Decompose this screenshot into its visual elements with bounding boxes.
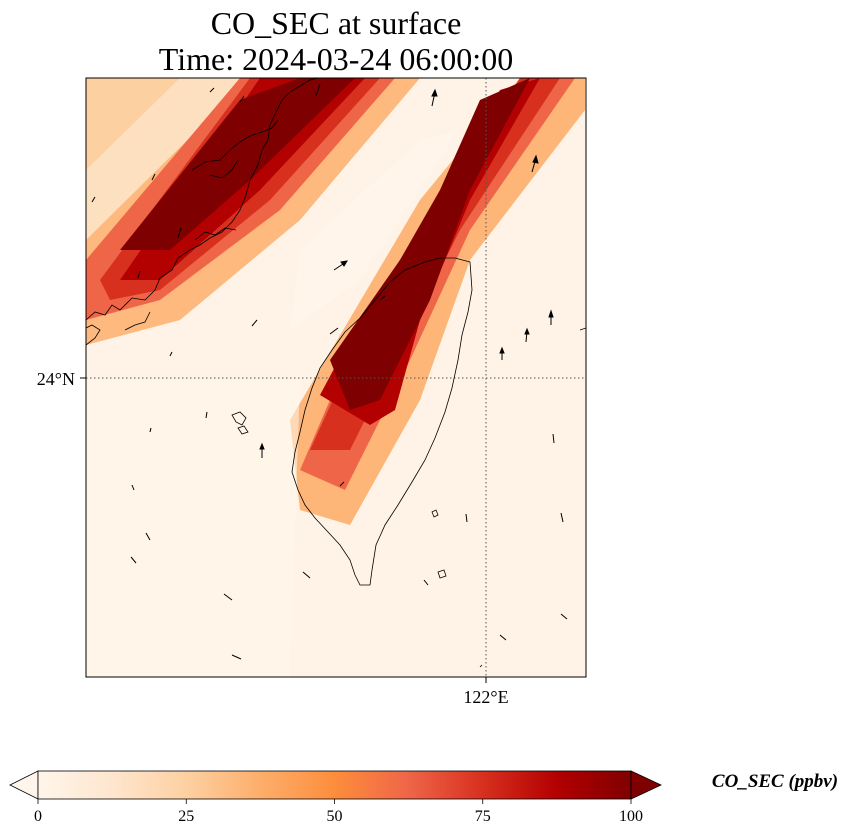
wind-arrow (259, 442, 265, 458)
wind-arrow (137, 270, 141, 279)
lat-tick-label: 24°N (37, 369, 75, 389)
wind-arrow (560, 512, 564, 523)
colorbar-tick-label: 50 (327, 808, 343, 825)
map-time-title: Time: 2024-03-24 06:00:00 (158, 41, 514, 77)
wind-arrow (499, 346, 505, 360)
colorbar-gradient (38, 771, 631, 799)
lon-tick-label: 122°E (463, 687, 508, 707)
wind-vectors (91, 83, 568, 660)
colorbar: 0 25 50 75 100 CO_SEC (ppbv) (9, 770, 838, 825)
wind-arrow (548, 309, 554, 325)
wind-arrow (239, 95, 245, 103)
wind-arrow (145, 532, 151, 541)
colorbar-tick-label: 0 (34, 808, 42, 825)
wind-arrow (149, 427, 152, 433)
mainland-coastline (86, 78, 319, 321)
wind-arrow (251, 319, 258, 327)
penghu-islands (231, 411, 247, 426)
wind-arrow (379, 295, 386, 301)
wind-arrow (431, 88, 438, 107)
taiwan-coastline (291, 257, 473, 586)
wind-arrow (130, 556, 137, 564)
coastlines (86, 78, 586, 668)
colorbar-tick-label: 25 (178, 808, 194, 825)
wind-arrow (339, 481, 345, 487)
wind-arrow (329, 327, 339, 335)
colorbar-tick-label: 100 (619, 808, 643, 825)
wind-arrow (209, 87, 215, 93)
wind-arrow (177, 227, 182, 239)
colorbar-extend-max (630, 770, 662, 800)
wind-arrow (223, 593, 233, 601)
wind-arrow (552, 433, 555, 444)
wind-arrow (423, 579, 429, 586)
wind-arrow (169, 351, 173, 357)
wind-arrow (499, 634, 507, 641)
wind-arrow (131, 484, 135, 491)
wind-arrow (315, 83, 321, 97)
wind-arrow (333, 260, 348, 271)
wind-arrow (302, 571, 311, 579)
wind-arrow (231, 654, 242, 660)
wind-arrow (465, 513, 468, 523)
colorbar-tick-label: 75 (475, 808, 491, 825)
wind-arrow (560, 613, 568, 620)
wind-arrow (151, 173, 156, 181)
wind-arrow (524, 327, 530, 343)
concentration-field (86, 78, 586, 677)
wind-arrow (531, 154, 539, 173)
colorbar-extend-min (9, 770, 39, 800)
wind-arrow (205, 411, 208, 419)
colorbar-title: CO_SEC (ppbv) (712, 771, 838, 792)
wind-arrow (91, 196, 96, 203)
map-title: CO_SEC at surface (210, 5, 462, 41)
